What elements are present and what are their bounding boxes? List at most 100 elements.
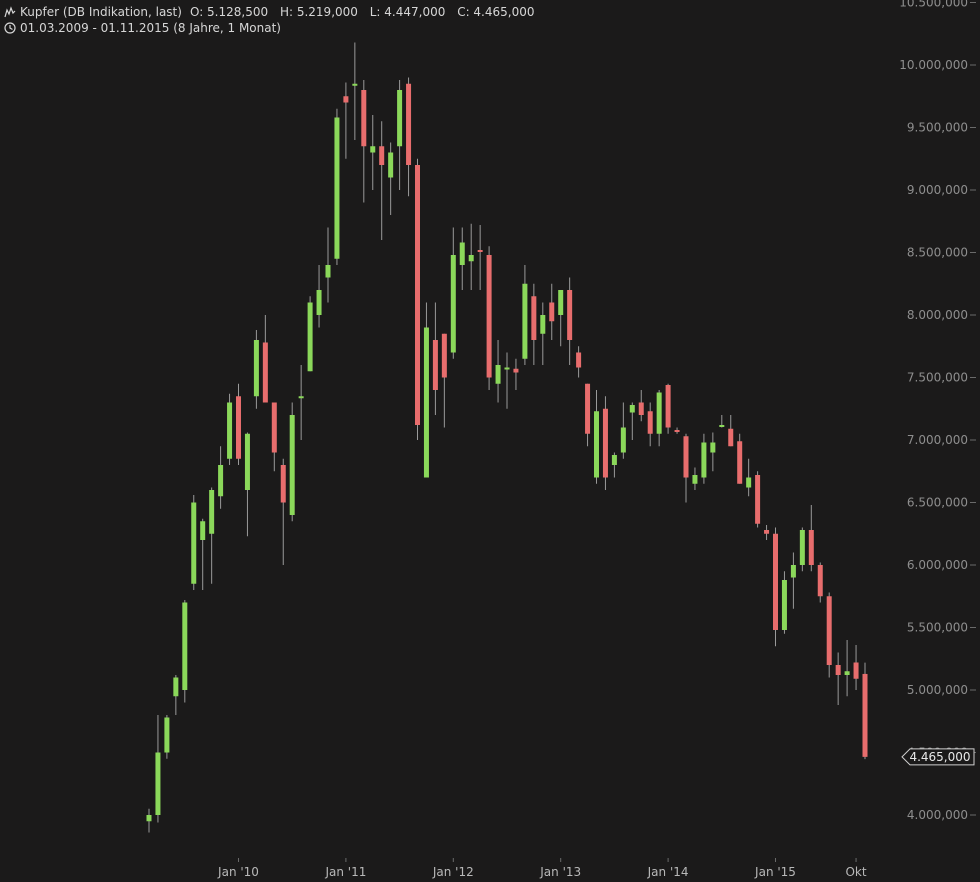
candle-body (406, 83, 412, 165)
candle-body (647, 411, 653, 434)
candle-body (200, 521, 206, 540)
candle (728, 415, 734, 447)
candle-body (728, 428, 734, 447)
candle-body (620, 427, 626, 453)
candle (549, 283, 555, 340)
candle (602, 396, 608, 490)
candle (388, 142, 394, 215)
candle-body (343, 96, 349, 103)
instrument-row: Kupfer (DB Indikation, last) O: 5.128,50… (4, 4, 535, 20)
candle (432, 302, 438, 415)
candle-body (746, 477, 752, 488)
y-tick-label: 5.500,000 (907, 621, 968, 635)
close-value: C: 4.465,000 (457, 5, 535, 19)
chart-type-icon[interactable] (4, 6, 16, 18)
candle-body (683, 436, 689, 478)
candle-body (558, 290, 564, 315)
candle-body (719, 425, 725, 427)
candle-body (692, 475, 698, 484)
candle (540, 302, 546, 365)
last-value-box (901, 748, 975, 766)
candle (244, 432, 250, 537)
candle-body (674, 430, 680, 432)
low-value: L: 4.447,000 (369, 5, 446, 19)
x-tick-label: Jan '13 (539, 865, 581, 879)
candle-body (155, 752, 161, 815)
candle (415, 158, 420, 440)
candle-body (638, 402, 644, 415)
candle (558, 290, 564, 347)
candle-body (164, 717, 170, 753)
candle-body (227, 402, 233, 459)
candle (808, 505, 814, 572)
candle (764, 525, 770, 540)
candle (746, 458, 752, 497)
candle (155, 715, 161, 823)
candle-body (289, 415, 295, 515)
candle (692, 467, 698, 490)
candle (719, 415, 725, 428)
candle (459, 227, 465, 290)
candle (799, 527, 805, 572)
candle (495, 340, 501, 403)
candle (656, 390, 662, 447)
candle-body (826, 596, 832, 665)
candle-body (531, 296, 537, 340)
candle (423, 302, 429, 478)
candle (325, 227, 331, 303)
x-axis: Jan '10 Jan '11 Jan '12 Jan '13 Jan '14 Jan '… (217, 858, 867, 879)
x-tick-label: Jan '11 (324, 865, 366, 879)
candle (218, 446, 224, 509)
candle-body (415, 165, 420, 425)
candle-body (853, 662, 859, 679)
x-tick-label: Jan '15 (754, 865, 796, 879)
candle (620, 402, 626, 459)
candle (817, 562, 823, 603)
x-tick-label: Jan '12 (432, 865, 474, 879)
candle-body (862, 673, 868, 757)
candle-body (236, 396, 241, 459)
y-tick-label: 8.000,000 (907, 308, 968, 322)
candle-body (835, 665, 841, 675)
candle-body (665, 385, 671, 428)
candle (853, 645, 859, 690)
candle-body (817, 565, 823, 597)
candle (844, 640, 850, 697)
candle (379, 121, 385, 240)
candle-body (379, 146, 385, 165)
candle-body (468, 255, 474, 262)
candle-body (459, 242, 465, 265)
candle (191, 495, 197, 590)
candle (397, 80, 403, 190)
period-label: 01.03.2009 - 01.11.2015 (8 Jahre, 1 Mona… (20, 21, 281, 35)
candle-body (370, 146, 376, 153)
candle (486, 246, 492, 390)
clock-icon[interactable] (4, 22, 16, 34)
candle (370, 115, 376, 190)
y-tick-label: 5.000,000 (907, 683, 968, 697)
y-tick-label: 10.000,000 (899, 58, 968, 72)
candle (576, 346, 582, 378)
candle-body (585, 383, 591, 434)
candles (146, 42, 868, 833)
candle (862, 662, 868, 760)
candle (683, 433, 689, 503)
candle (674, 427, 680, 434)
x-tick-label: Jan '10 (217, 865, 259, 879)
candle (522, 265, 528, 365)
candle-body (262, 342, 268, 403)
candle-body (388, 152, 394, 178)
candle-body (629, 405, 635, 413)
candle (790, 552, 796, 609)
y-tick-label: 7.000,000 (907, 433, 968, 447)
period-row: 01.03.2009 - 01.11.2015 (8 Jahre, 1 Mona… (4, 20, 535, 36)
candle-body (594, 411, 599, 478)
candle (781, 571, 787, 634)
candle-body (755, 475, 761, 524)
candle (316, 265, 322, 328)
candle (236, 383, 241, 465)
candle (594, 390, 599, 484)
candle-body (549, 302, 555, 322)
candle (298, 365, 304, 440)
